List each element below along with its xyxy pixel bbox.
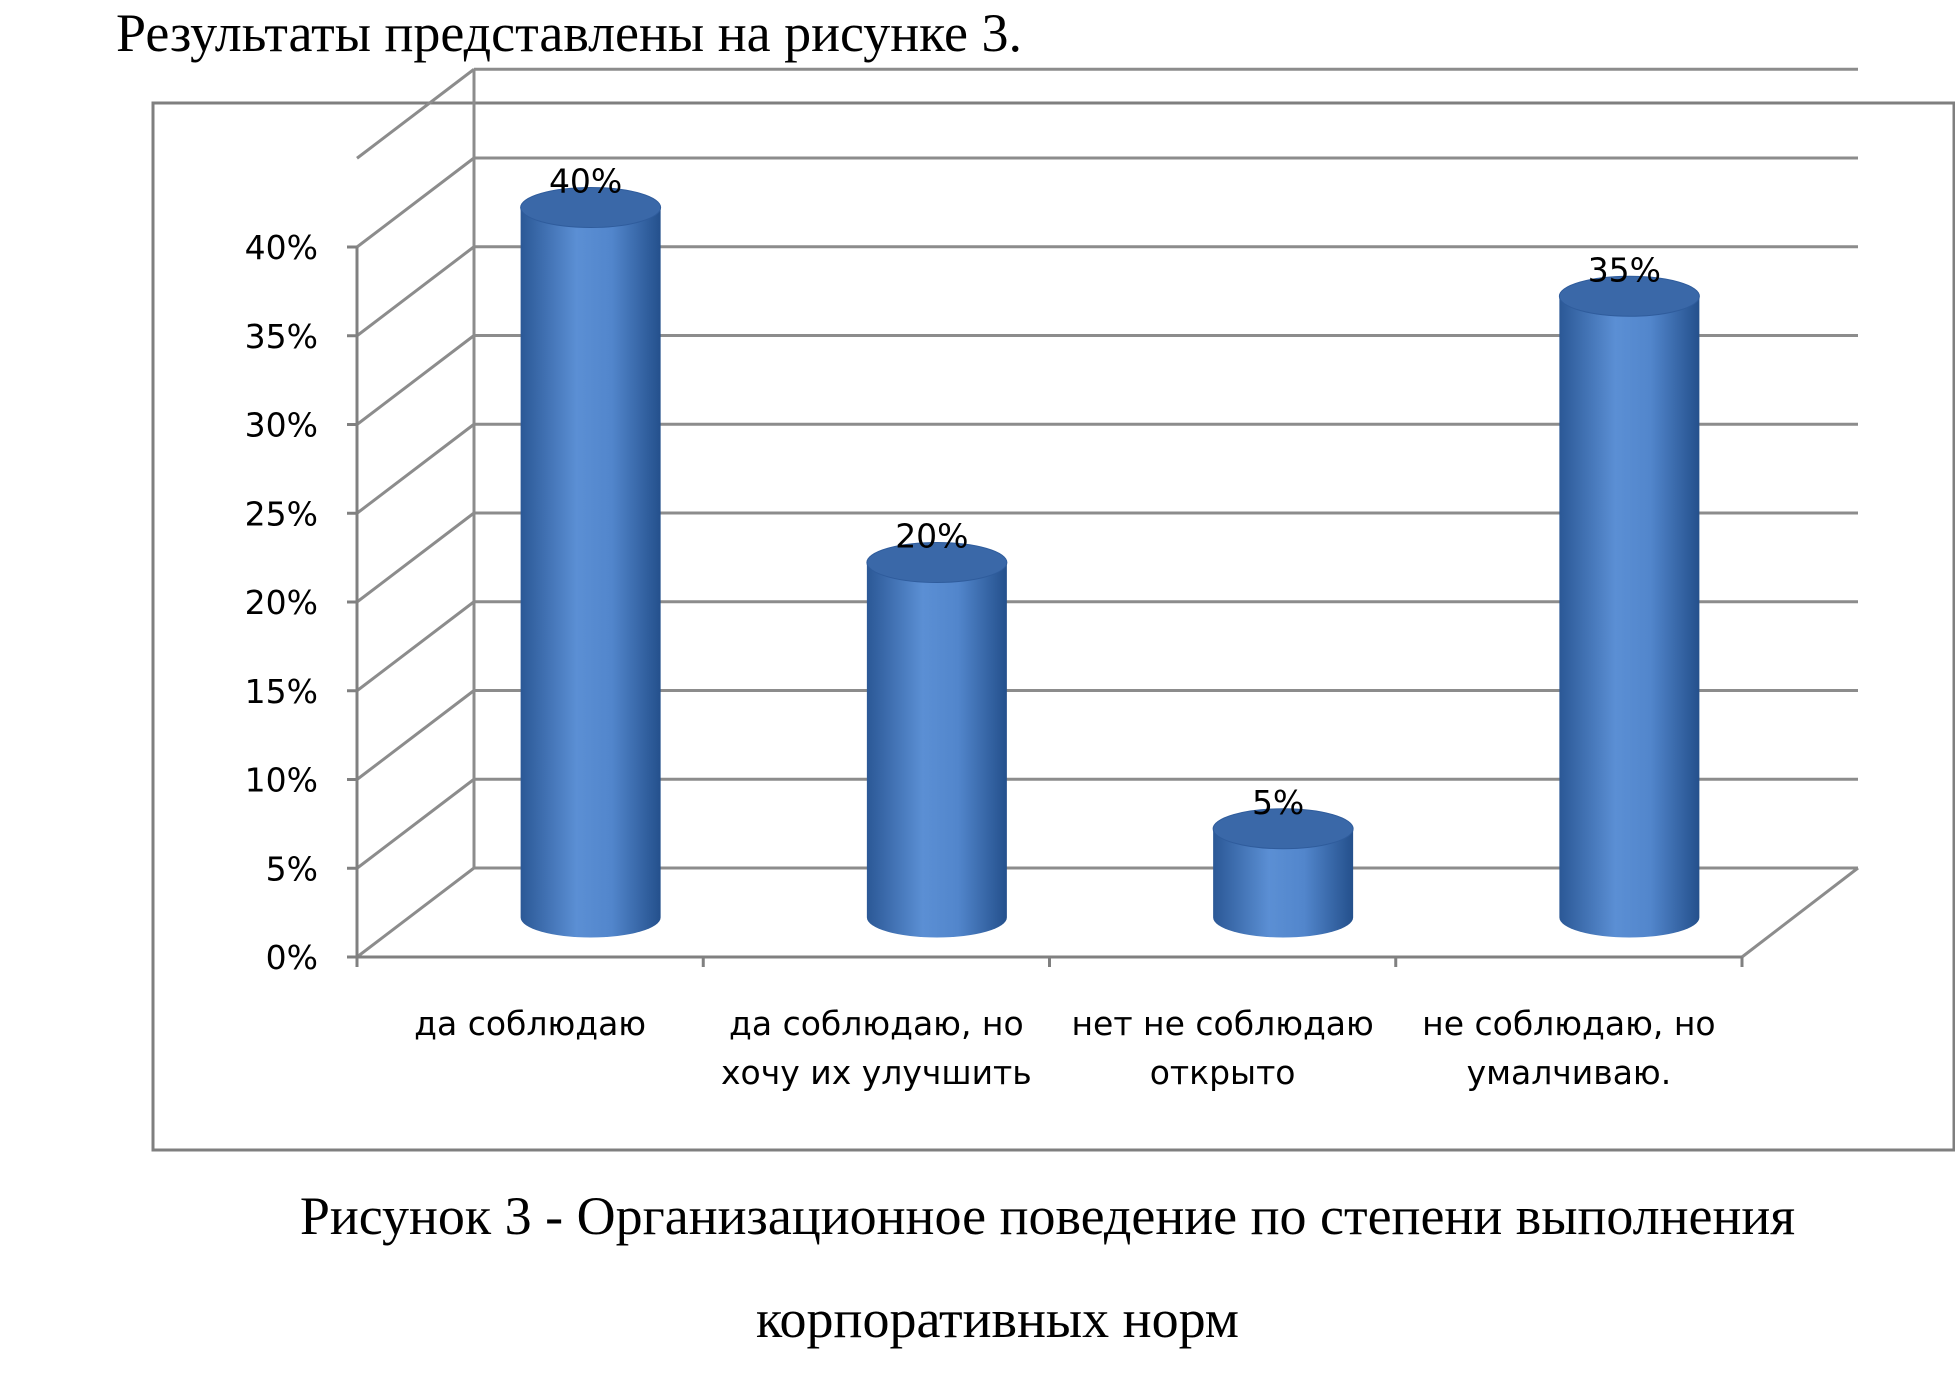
- gridline-side: [356, 600, 475, 692]
- gridline-side: [356, 866, 475, 959]
- y-tick-label: 40%: [245, 228, 318, 267]
- bar-top: [866, 542, 1008, 583]
- y-tick-label: 5%: [266, 849, 318, 888]
- data-labels: 40% 20% 5% 35%: [549, 162, 1661, 822]
- x-axis-categories: да соблюдаю да соблюдаю, но хочу их улучши…: [414, 1004, 1715, 1092]
- data-label: 40%: [549, 162, 622, 201]
- category-label: открыто: [1150, 1053, 1296, 1092]
- gridline-side: [356, 68, 475, 160]
- gridline-side: [356, 334, 475, 426]
- bar-body: [1213, 828, 1354, 938]
- y-axis-ticks: 0% 5% 10% 15% 20% 25% 30% 35% 40%: [245, 228, 357, 977]
- chart-frame: [151, 101, 1955, 1152]
- bar: [520, 187, 662, 938]
- bar-top: [520, 187, 662, 228]
- gridline-side: [356, 423, 475, 515]
- bar: [1212, 808, 1354, 938]
- gridline-side: [356, 156, 475, 249]
- category-label: да соблюдаю, но: [729, 1004, 1024, 1043]
- data-label: 35%: [1588, 250, 1661, 289]
- gridline-side: [356, 689, 475, 781]
- gridline-side: [356, 511, 475, 604]
- y-tick-label: 35%: [245, 317, 318, 356]
- floor-edge: [1741, 866, 1859, 959]
- bar-body: [866, 562, 1007, 938]
- y-tick-label: 10%: [245, 761, 318, 800]
- category-label: хочу их улучшить: [721, 1053, 1032, 1092]
- category-label: не соблюдаю, но: [1422, 1004, 1716, 1043]
- data-label: 20%: [895, 517, 968, 556]
- y-tick-label: 25%: [245, 494, 318, 533]
- bar-body: [1559, 296, 1700, 938]
- bar-top: [1212, 808, 1354, 850]
- figure-caption-line-2: корпоративных норм: [756, 1289, 1239, 1349]
- data-label: 5%: [1252, 783, 1304, 822]
- bar-body: [520, 207, 661, 938]
- gridline-side: [356, 778, 475, 870]
- y-tick-label: 0%: [266, 938, 318, 977]
- category-label: умалчиваю.: [1467, 1053, 1672, 1092]
- bar: [866, 542, 1008, 938]
- figure-caption-line-1: Рисунок 3 - Организационное поведение по…: [299, 1186, 1796, 1246]
- bar: [1558, 275, 1700, 938]
- y-tick-label: 30%: [245, 406, 318, 445]
- category-label: нет не соблюдаю: [1071, 1004, 1373, 1043]
- y-tick-label: 20%: [245, 583, 318, 622]
- gridline-side: [356, 245, 475, 337]
- category-label: да соблюдаю: [414, 1004, 646, 1043]
- chart-bars: [520, 187, 1700, 938]
- y-tick-label: 15%: [245, 672, 318, 711]
- intro-text: Результаты представлены на рисунке 3.: [116, 3, 1022, 63]
- bar-top: [1558, 275, 1700, 317]
